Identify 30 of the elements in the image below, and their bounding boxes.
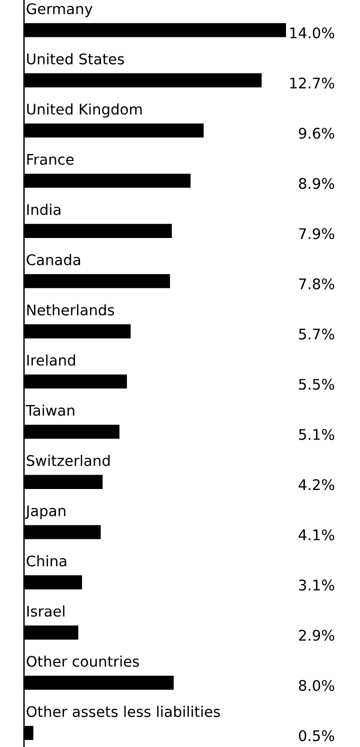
data-label: 0.5% (298, 730, 334, 742)
y-tick-label: Germany (26, 3, 92, 18)
data-label: 4.2% (298, 479, 334, 490)
y-tick-label: India (27, 204, 60, 216)
data-label: 5.7% (299, 328, 334, 340)
y-tick-label: United Kingdom (27, 103, 142, 118)
y-tick-label: Ireland (27, 354, 75, 366)
y-tick-label: France (27, 154, 74, 165)
y-tick-label: Canada (26, 254, 80, 266)
data-label: 2.9% (299, 630, 334, 641)
y-tick-label: Other countries (26, 656, 139, 667)
data-label: 12.7% (290, 78, 334, 89)
data-label: 8.9% (298, 178, 334, 189)
y-tick-label: Switzerland (26, 454, 110, 466)
y-tick-label: Israel (27, 605, 64, 617)
data-label: 3.1% (299, 580, 334, 591)
data-label: 14.0% (290, 27, 334, 38)
data-label: 4.1% (298, 529, 334, 540)
data-label: 5.1% (299, 428, 334, 440)
y-tick-label: Netherlands (27, 304, 114, 316)
y-tick-label: United States (27, 53, 124, 64)
y-tick-label: Japan (25, 505, 66, 520)
data-label: 9.6% (298, 128, 334, 139)
data-label: 7.9% (299, 228, 334, 240)
y-tick-label: Other assets less liabilities (26, 706, 220, 718)
data-label: 8.0% (298, 680, 334, 691)
data-label: 7.8% (299, 278, 334, 290)
y-tick-label: Taiwan (26, 404, 74, 416)
data-label: 5.5% (299, 378, 334, 390)
y-tick-label: China (26, 555, 66, 566)
